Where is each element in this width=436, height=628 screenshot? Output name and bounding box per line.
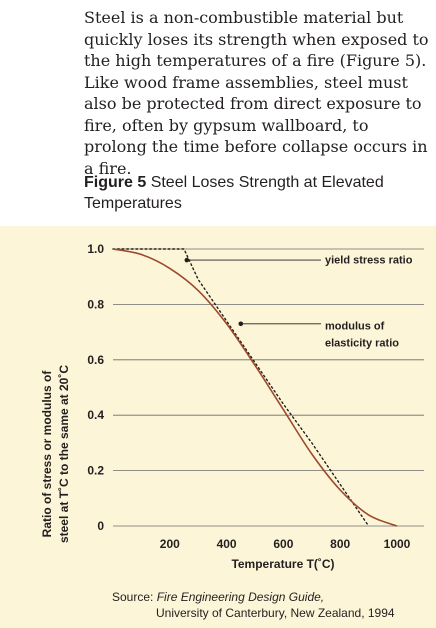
series-line-1 <box>112 248 370 527</box>
y-tick-label: 1.0 <box>87 242 104 256</box>
series-line-2 <box>112 248 398 527</box>
y-tick-label: 0.8 <box>87 297 104 311</box>
y-axis-label: Ratio of stress or modulus of steel at T… <box>40 365 71 543</box>
y-axis-label-line-1: Ratio of stress or modulus of <box>40 370 54 538</box>
y-tick-label: 0.2 <box>87 464 104 478</box>
body-paragraph: Steel is a non-combustible material but … <box>84 8 429 178</box>
source-prefix: Source: <box>112 590 157 604</box>
x-tick-label: 600 <box>273 537 293 551</box>
x-tick-label: 1000 <box>384 537 411 551</box>
y-tick-label: 0 <box>97 519 104 533</box>
x-tick-label: 400 <box>217 537 237 551</box>
figure-title: Steel Loses Strength at Elevated Tempera… <box>84 174 384 212</box>
figure-caption: Figure 5 Steel Loses Strength at Elevate… <box>84 172 424 214</box>
chart-panel: 0 0.2 0.4 0.6 0.8 1.0 200 400 600 800 1000 yield s… <box>0 226 436 628</box>
y-tick-label: 0.6 <box>87 353 104 367</box>
x-tick-label: 200 <box>160 537 180 551</box>
figure-number: Figure 5 <box>84 174 147 191</box>
tick-layer: 0 0.2 0.4 0.6 0.8 1.0 200 400 600 800 1000 <box>87 242 410 551</box>
y-tick-label: 0.4 <box>87 408 104 422</box>
source-line-2: University of Canterbury, New Zealand, 1… <box>156 606 395 620</box>
annotation-layer: yield stress ratio modulus of elasticity r… <box>184 255 413 350</box>
annotation-label: yield stress ratio <box>325 255 413 267</box>
source-line-1: Source: Fire Engineering Design Guide, <box>112 589 324 605</box>
source-publication: Fire Engineering Design Guide, <box>156 590 325 604</box>
x-tick-label: 800 <box>330 537 350 551</box>
x-axis-label: Temperature T(˚C) <box>231 557 334 571</box>
series-layer <box>112 248 398 527</box>
annotation-label: modulus of <box>325 321 385 333</box>
annotation-label: elasticity ratio <box>325 338 399 350</box>
chart: 0 0.2 0.4 0.6 0.8 1.0 200 400 600 800 1000 yield s… <box>40 242 424 571</box>
y-axis-label-line-2: steel at T˚C to the same at 20˚C <box>57 365 71 543</box>
